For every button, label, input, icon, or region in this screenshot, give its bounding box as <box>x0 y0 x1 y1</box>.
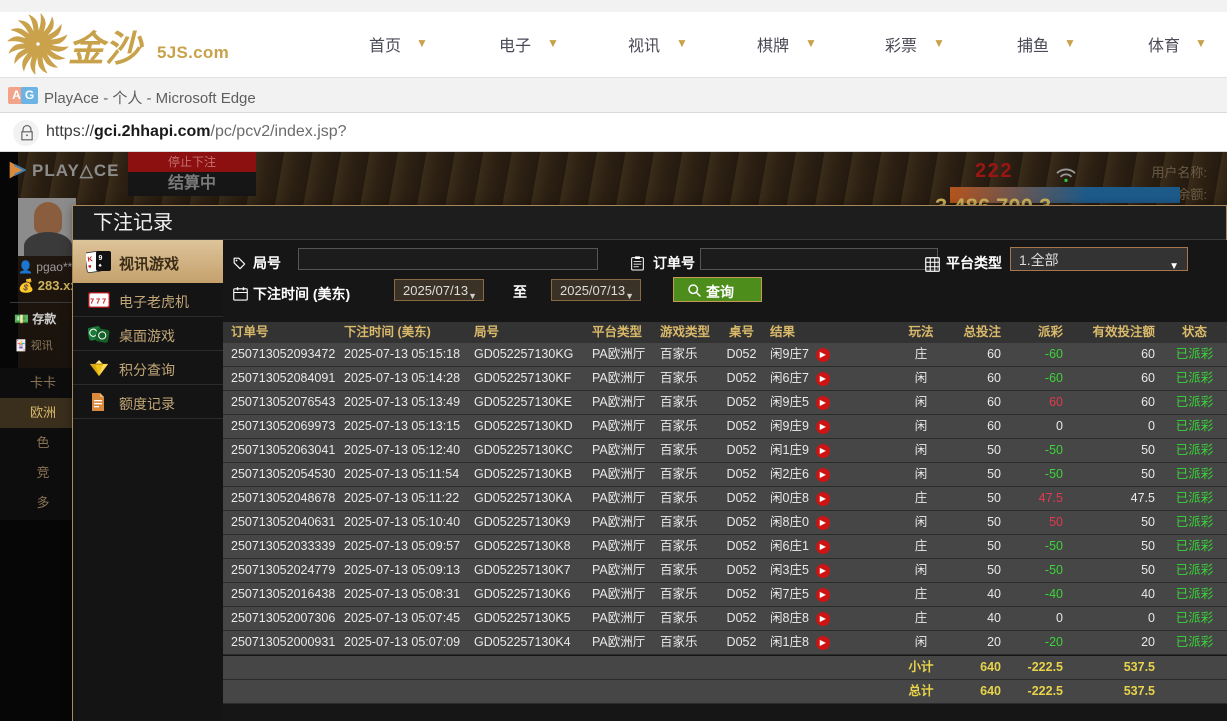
svg-text:7: 7 <box>90 297 94 306</box>
svg-text:9: 9 <box>99 255 103 262</box>
svg-text:7: 7 <box>102 297 106 306</box>
svg-text:K: K <box>87 256 93 264</box>
svg-text:7: 7 <box>96 297 100 306</box>
